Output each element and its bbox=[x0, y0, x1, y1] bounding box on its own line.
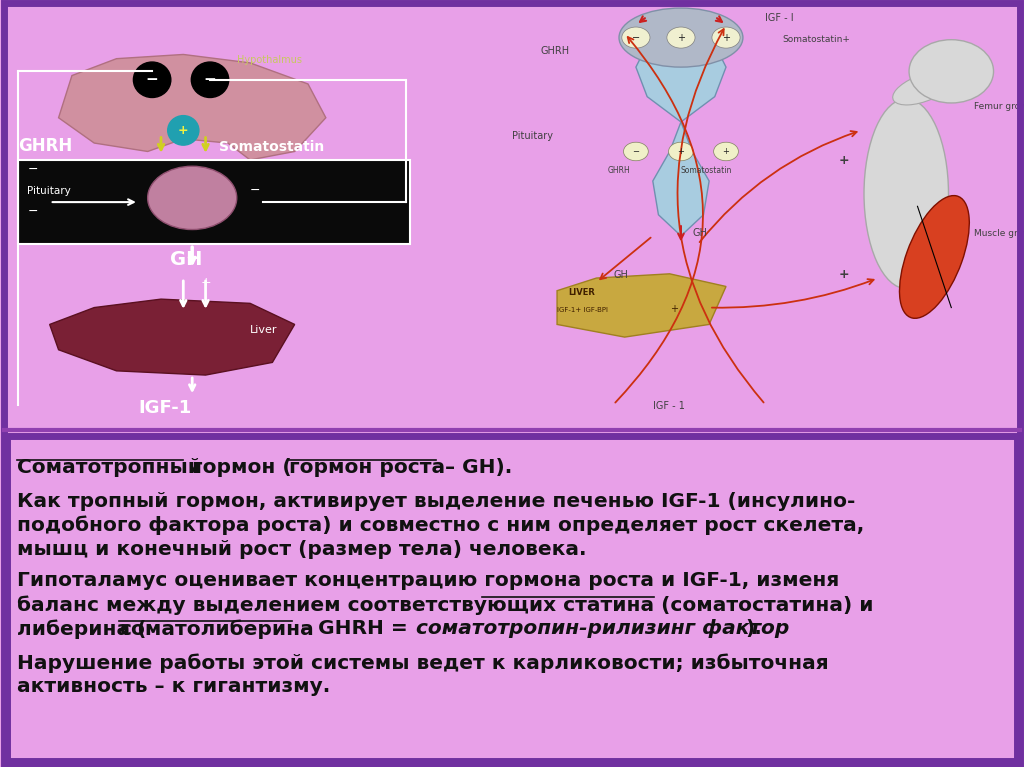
Text: IGF - I: IGF - I bbox=[765, 13, 794, 23]
Circle shape bbox=[712, 27, 740, 48]
Text: гормон (: гормон ( bbox=[184, 458, 291, 476]
Text: Somatostatin: Somatostatin bbox=[681, 166, 732, 175]
Text: −: − bbox=[28, 205, 38, 218]
Text: подобного фактора роста) и совместно с ним определяет рост скелета,: подобного фактора роста) и совместно с н… bbox=[17, 515, 864, 535]
Text: +: + bbox=[722, 32, 730, 43]
Text: Как тропный гормон, активирует выделение печенью IGF-1 (инсулино-: Как тропный гормон, активирует выделение… bbox=[17, 492, 856, 511]
Text: – GH).: – GH). bbox=[438, 458, 512, 476]
Text: +: + bbox=[839, 154, 849, 167]
Text: Femur growth: Femur growth bbox=[974, 102, 1024, 111]
Ellipse shape bbox=[899, 196, 970, 318]
Text: баланс между выделением соответствующих статина (соматостатина) и: баланс между выделением соответствующих … bbox=[17, 595, 873, 614]
Text: Нарушение работы этой системы ведет к карликовости; избыточная: Нарушение работы этой системы ведет к ка… bbox=[17, 653, 828, 673]
Text: соматолиберина: соматолиберина bbox=[119, 619, 313, 639]
Text: GH: GH bbox=[692, 228, 708, 238]
Polygon shape bbox=[58, 54, 326, 160]
Text: GH: GH bbox=[170, 250, 203, 269]
Circle shape bbox=[909, 40, 993, 103]
Text: GHRH: GHRH bbox=[18, 137, 73, 156]
Text: −: − bbox=[633, 147, 639, 156]
Polygon shape bbox=[557, 274, 726, 337]
Text: GHRH: GHRH bbox=[541, 47, 569, 57]
Text: +: + bbox=[839, 268, 849, 281]
Ellipse shape bbox=[147, 166, 237, 229]
Text: соматотропин-рилизинг фактор: соматотропин-рилизинг фактор bbox=[416, 619, 788, 638]
Circle shape bbox=[622, 27, 650, 48]
Text: Pituitary: Pituitary bbox=[512, 131, 553, 141]
Circle shape bbox=[168, 116, 199, 145]
Text: −: − bbox=[28, 163, 38, 176]
Text: Somatostatin+: Somatostatin+ bbox=[782, 35, 850, 44]
Text: GHRH: GHRH bbox=[607, 166, 631, 175]
Text: Соматотропный: Соматотропный bbox=[17, 458, 203, 476]
Text: IGF-1: IGF-1 bbox=[139, 399, 193, 417]
Text: −: − bbox=[250, 183, 261, 196]
Text: Pituitary: Pituitary bbox=[28, 186, 71, 196]
Text: Гипоталамус оценивает концентрацию гормона роста и IGF-1, изменя: Гипоталамус оценивает концентрацию гормо… bbox=[17, 571, 840, 590]
Text: Hypothalmus: Hypothalmus bbox=[237, 55, 302, 65]
Ellipse shape bbox=[864, 99, 948, 288]
Text: GH: GH bbox=[613, 270, 629, 280]
Polygon shape bbox=[636, 25, 726, 236]
Text: +: + bbox=[201, 276, 212, 289]
Bar bbox=[18, 160, 411, 245]
Text: −: − bbox=[145, 72, 159, 87]
Text: +: + bbox=[670, 304, 678, 314]
Text: ).: ). bbox=[745, 619, 762, 638]
Text: Muscle growth: Muscle growth bbox=[974, 229, 1024, 238]
Text: +: + bbox=[178, 124, 188, 137]
Circle shape bbox=[191, 62, 228, 97]
Ellipse shape bbox=[893, 71, 953, 105]
Text: Somatostatin: Somatostatin bbox=[219, 140, 325, 154]
Circle shape bbox=[714, 142, 738, 161]
Circle shape bbox=[667, 27, 695, 48]
Text: IGF-1+ IGF-BPI: IGF-1+ IGF-BPI bbox=[557, 307, 608, 313]
Text: −: − bbox=[204, 72, 216, 87]
Text: активность – к гигантизму.: активность – к гигантизму. bbox=[17, 677, 331, 696]
Text: мышц и конечный рост (размер тела) человека.: мышц и конечный рост (размер тела) челов… bbox=[17, 540, 587, 559]
Circle shape bbox=[133, 62, 171, 97]
Text: гормон роста: гормон роста bbox=[289, 458, 445, 476]
Text: либерина (: либерина ( bbox=[17, 619, 146, 639]
Circle shape bbox=[624, 142, 648, 161]
Text: Liver: Liver bbox=[250, 325, 278, 335]
Text: +: + bbox=[677, 32, 685, 43]
Text: – GHRH =: – GHRH = bbox=[294, 619, 415, 638]
Text: LIVER: LIVER bbox=[568, 288, 595, 297]
Text: +: + bbox=[678, 147, 684, 156]
Text: IGF - 1: IGF - 1 bbox=[653, 401, 685, 411]
Text: −: − bbox=[632, 32, 640, 43]
Ellipse shape bbox=[618, 8, 742, 67]
Text: +: + bbox=[723, 147, 729, 156]
Circle shape bbox=[669, 142, 693, 161]
Polygon shape bbox=[49, 299, 295, 375]
